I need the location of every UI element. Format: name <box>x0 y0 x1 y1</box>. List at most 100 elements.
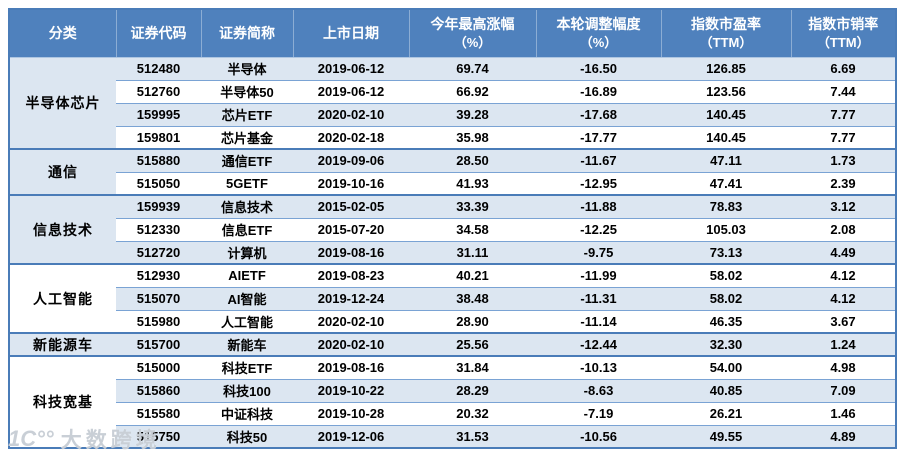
category-cell: 科技宽基 <box>9 355 116 448</box>
cell-current-drawdown: -16.50 <box>536 56 661 80</box>
cell-index-pe: 40.85 <box>661 378 791 402</box>
cell-code: 512330 <box>116 217 201 241</box>
col-header-label: 指数市盈率 <box>691 16 761 33</box>
cell-ytd-max-gain: 34.58 <box>409 217 536 241</box>
table-row: 515750 科技50 2019-12-06 31.53 -10.56 49.55 4.89 <box>9 424 896 448</box>
category-cell: 信息技术 <box>9 194 116 264</box>
table-row: 人工智能 512930 AIETF 2019-08-23 40.21 -11.99 58.0… <box>9 263 896 333</box>
table-row: 515070 AI智能 2019-12-24 38.48 -11.31 58.02 4.12 <box>9 286 896 310</box>
table-row: 159995 芯片ETF 2020-02-10 39.28 -17.68 140.45 7.… <box>9 102 896 126</box>
cell-index-pe: 58.02 <box>661 263 791 287</box>
col-header-label: 证券代码 <box>130 24 187 41</box>
cell-ytd-max-gain: 28.90 <box>409 309 536 333</box>
cell-code: 512720 <box>116 240 201 264</box>
cell-name: 半导体 <box>201 56 293 80</box>
cell-ytd-max-gain: 31.11 <box>409 240 536 264</box>
cell-index-pe: 47.11 <box>661 148 791 172</box>
col-header-list-date: 上市日期 <box>293 9 410 58</box>
cell-list-date: 2019-08-16 <box>293 355 409 379</box>
cell-index-pe: 47.41 <box>661 171 791 195</box>
cell-code: 515000 <box>116 355 201 379</box>
category-cell: 半导体芯片 <box>9 56 116 149</box>
cell-code: 159801 <box>116 125 201 149</box>
cell-ytd-max-gain: 31.84 <box>409 355 536 379</box>
cell-current-drawdown: -9.75 <box>536 240 661 264</box>
cell-name: AI智能 <box>201 286 293 310</box>
cell-name: 5GETF <box>201 171 293 195</box>
cell-current-drawdown: -11.14 <box>536 309 661 333</box>
cell-index-ps: 1.73 <box>791 148 896 172</box>
cell-index-ps: 7.77 <box>791 102 896 126</box>
cell-list-date: 2019-08-23 <box>293 263 409 287</box>
cell-ytd-max-gain: 35.98 <box>409 125 536 149</box>
table-row: 515860 科技100 2019-10-22 28.29 -8.63 40.85 7.09 <box>9 378 896 402</box>
cell-index-pe: 46.35 <box>661 309 791 333</box>
cell-current-drawdown: -10.56 <box>536 424 661 448</box>
cell-index-ps: 4.89 <box>791 424 896 448</box>
cell-list-date: 2020-02-18 <box>293 125 409 149</box>
table-row: 515980 人工智能 2020-02-10 28.90 -11.14 46.35 3.67 <box>9 309 896 333</box>
col-header-ytd-max-gain: 今年最高涨幅 （%） <box>409 9 537 58</box>
cell-code: 512930 <box>116 263 201 287</box>
cell-index-pe: 54.00 <box>661 355 791 379</box>
table-row: 科技宽基 515000 科技ETF 2019-08-16 31.84 -10.13 54.0… <box>9 355 896 448</box>
cell-current-drawdown: -11.67 <box>536 148 661 172</box>
cell-ytd-max-gain: 40.21 <box>409 263 536 287</box>
cell-ytd-max-gain: 25.56 <box>409 332 536 356</box>
cell-current-drawdown: -10.13 <box>536 355 661 379</box>
col-header-code: 证券代码 <box>116 9 202 58</box>
cell-name: 半导体50 <box>201 79 293 103</box>
cell-code: 515860 <box>116 378 201 402</box>
cell-index-pe: 105.03 <box>661 217 791 241</box>
cell-list-date: 2019-08-16 <box>293 240 409 264</box>
table-row: 515580 中证科技 2019-10-28 20.32 -7.19 26.21 1.46 <box>9 401 896 425</box>
cell-ytd-max-gain: 69.74 <box>409 56 536 80</box>
cell-code: 515980 <box>116 309 201 333</box>
table-row: 半导体芯片 512480 半导体 2019-06-12 69.74 -16.50 126.8… <box>9 56 896 149</box>
cell-index-ps: 2.39 <box>791 171 896 195</box>
cell-current-drawdown: -12.95 <box>536 171 661 195</box>
col-header-label: 指数市销率 <box>808 16 879 33</box>
cell-list-date: 2019-09-06 <box>293 148 409 172</box>
cell-index-ps: 1.46 <box>791 401 896 425</box>
cell-name: 科技100 <box>201 378 293 402</box>
cell-code: 159995 <box>116 102 201 126</box>
cell-list-date: 2019-10-28 <box>293 401 409 425</box>
cell-list-date: 2020-02-10 <box>293 102 409 126</box>
cell-list-date: 2019-12-06 <box>293 424 409 448</box>
cell-name: 信息技术 <box>201 194 293 218</box>
cell-index-pe: 32.30 <box>661 332 791 356</box>
cell-code: 512760 <box>116 79 201 103</box>
col-header-category: 分类 <box>9 9 117 58</box>
cell-index-pe: 140.45 <box>661 102 791 126</box>
table-body: 半导体芯片 512480 半导体 2019-06-12 69.74 -16.50 126.8… <box>9 56 896 448</box>
table-row: 信息技术 159939 信息技术 2015-02-05 33.39 -11.88 78.83… <box>9 194 896 264</box>
col-header-label: 今年最高涨幅 <box>430 16 515 33</box>
cell-index-ps: 3.67 <box>791 309 896 333</box>
table-row: 512720 计算机 2019-08-16 31.11 -9.75 73.13 4.49 <box>9 240 896 264</box>
cell-code: 515750 <box>116 424 201 448</box>
cell-name: 新能车 <box>201 332 293 356</box>
cell-index-pe: 73.13 <box>661 240 791 264</box>
cell-ytd-max-gain: 41.93 <box>409 171 536 195</box>
col-header-sublabel: （%） <box>579 35 618 51</box>
cell-ytd-max-gain: 28.29 <box>409 378 536 402</box>
cell-index-ps: 3.12 <box>791 194 896 218</box>
cell-index-ps: 4.12 <box>791 286 896 310</box>
col-header-index-ps: 指数市销率 （TTM） <box>791 9 896 58</box>
cell-index-pe: 49.55 <box>661 424 791 448</box>
table-row: 通信 515880 通信ETF 2019-09-06 28.50 -11.67 47.11 1… <box>9 148 896 195</box>
cell-index-pe: 58.02 <box>661 286 791 310</box>
col-header-name: 证券简称 <box>201 9 294 58</box>
cell-current-drawdown: -8.63 <box>536 378 661 402</box>
cell-code: 515700 <box>116 332 201 356</box>
cell-ytd-max-gain: 39.28 <box>409 102 536 126</box>
etf-comparison-table: 分类 证券代码 证券简称 上市日期 今年最高涨幅 （%） 本轮调整幅度 （%） 指数… <box>8 8 897 449</box>
cell-ytd-max-gain: 33.39 <box>409 194 536 218</box>
category-cell: 通信 <box>9 148 116 195</box>
cell-code: 515070 <box>116 286 201 310</box>
cell-index-ps: 4.98 <box>791 355 896 379</box>
header-row: 分类 证券代码 证券简称 上市日期 今年最高涨幅 （%） 本轮调整幅度 （%） 指数… <box>9 9 896 58</box>
cell-index-ps: 1.24 <box>791 332 896 356</box>
cell-index-pe: 26.21 <box>661 401 791 425</box>
